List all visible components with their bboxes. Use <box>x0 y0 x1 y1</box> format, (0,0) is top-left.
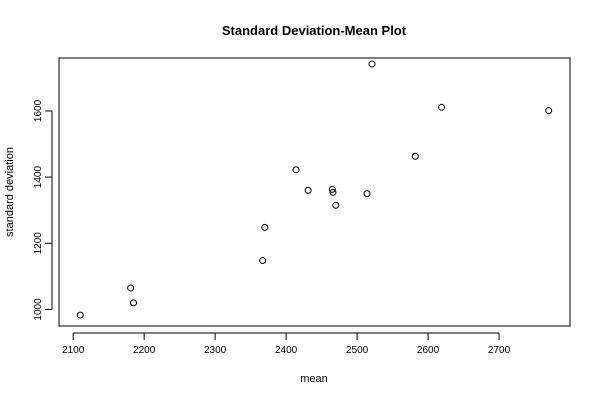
data-point <box>127 284 135 292</box>
x-tick-label: 2600 <box>417 345 440 356</box>
data-point <box>292 166 300 174</box>
y-tick-label: 1600 <box>33 99 44 122</box>
data-point <box>328 185 336 193</box>
y-tick-label: 1000 <box>33 298 44 321</box>
x-tick-label: 2300 <box>204 345 227 356</box>
data-point <box>130 299 138 307</box>
data-point <box>259 256 267 264</box>
chart-title: Standard Deviation-Mean Plot <box>222 23 407 38</box>
data-point <box>261 223 269 231</box>
data-point <box>411 152 419 160</box>
data-point <box>332 201 340 209</box>
x-tick-label: 2100 <box>62 345 85 356</box>
data-point <box>76 311 84 319</box>
y-axis-label: standard deviation <box>4 147 16 237</box>
data-point <box>363 190 371 198</box>
x-axis-label: mean <box>300 373 328 385</box>
x-tick-label: 2700 <box>488 345 511 356</box>
y-axis: 1000 1200 1400 1600 <box>33 99 53 321</box>
plot-area <box>58 57 571 327</box>
data-points <box>76 60 553 319</box>
x-tick-label: 2500 <box>346 345 369 356</box>
x-tick-label: 2400 <box>275 345 298 356</box>
y-tick-label: 1200 <box>33 232 44 255</box>
data-point <box>329 188 337 196</box>
data-point <box>368 60 376 68</box>
y-tick-label: 1400 <box>33 166 44 189</box>
data-point <box>304 186 312 194</box>
x-tick-label: 2200 <box>133 345 156 356</box>
x-axis: 2100 2200 2300 2400 2500 2600 2700 <box>62 332 511 356</box>
data-point <box>545 107 553 115</box>
data-point <box>438 103 446 111</box>
